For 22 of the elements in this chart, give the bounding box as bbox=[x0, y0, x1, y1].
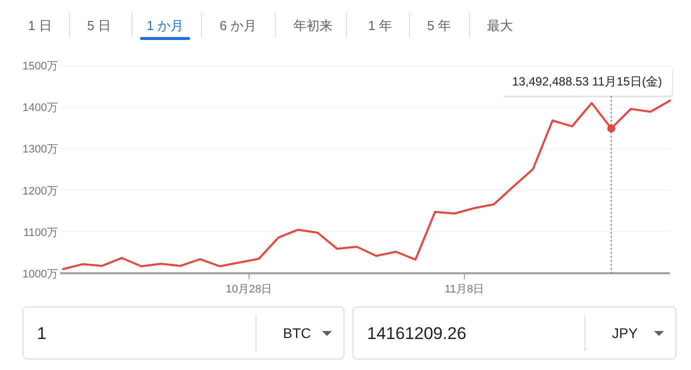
text: 1 bbox=[37, 324, 46, 343]
text: 最大 bbox=[487, 18, 513, 33]
annotation: 13,492,488.53 11月15日(金) bbox=[512, 74, 662, 89]
text: 年初来 bbox=[294, 18, 332, 33]
y-tick-label: 1100万 bbox=[23, 226, 58, 239]
line-series bbox=[62, 100, 671, 270]
y-tick-label: 1000万 bbox=[22, 268, 58, 280]
text: 6 か月 bbox=[220, 18, 256, 33]
text: JPY bbox=[612, 325, 638, 341]
y-tick-label: 1400万 bbox=[22, 102, 58, 114]
y-tick-label: 1500万 bbox=[22, 60, 58, 73]
text: BTC bbox=[283, 325, 311, 341]
x-tick-label: 11月8日 bbox=[444, 283, 484, 296]
x-tick-label: 10月28日 bbox=[226, 283, 272, 296]
text: 1 年 bbox=[368, 18, 392, 33]
text: 1 日 bbox=[28, 18, 52, 33]
text: 5 年 bbox=[427, 18, 451, 33]
y-tick-label: 1200万 bbox=[22, 185, 58, 198]
text: 5 日 bbox=[87, 18, 111, 33]
y-tick-label: 1300万 bbox=[22, 144, 58, 156]
text: 14161209.26 bbox=[367, 324, 466, 343]
text: 1 か月 bbox=[146, 18, 184, 33]
